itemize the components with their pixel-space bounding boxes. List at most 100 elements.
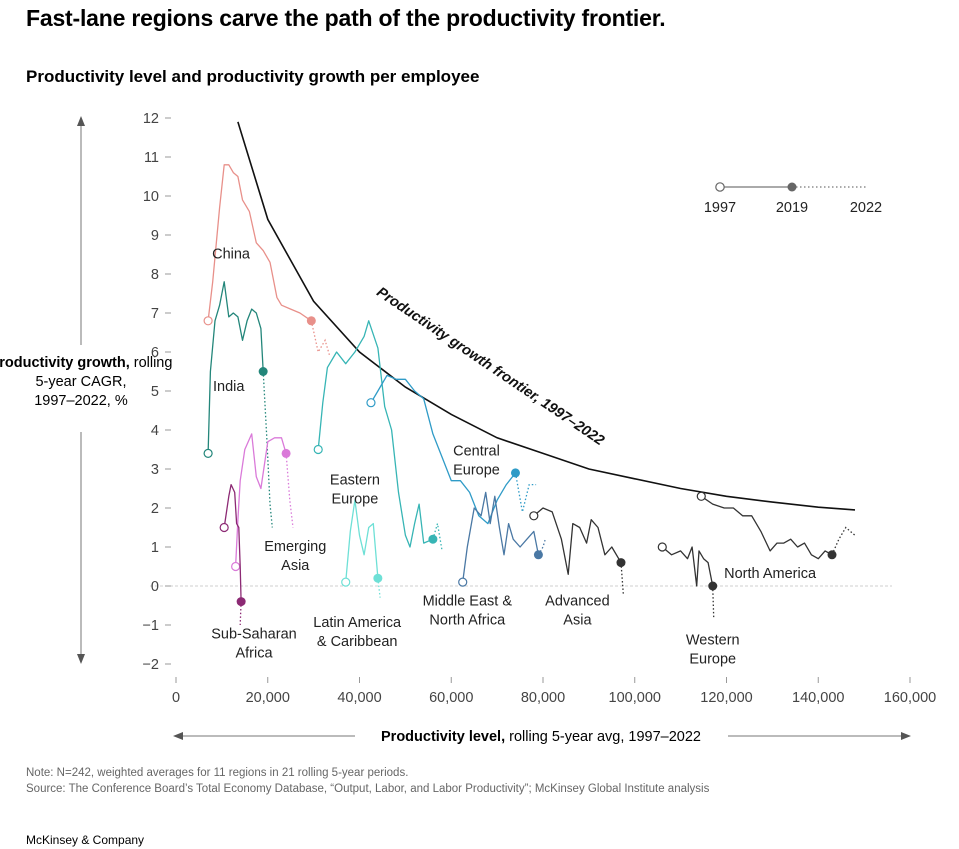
series-central-europe-2019-point bbox=[510, 468, 520, 478]
series-label-central-europe: Central bbox=[453, 443, 500, 459]
series-label-western-europe: Europe bbox=[689, 652, 736, 668]
series-western-europe-line bbox=[661, 546, 714, 587]
series-latin-america-caribbean-line bbox=[345, 499, 379, 583]
series-north-america-line bbox=[700, 495, 833, 560]
series-india-start-point bbox=[203, 448, 213, 458]
series-eastern-europe-dotted bbox=[432, 523, 443, 552]
series-label-advanced-asia: Advanced bbox=[545, 594, 610, 610]
y-tick-label: 12 bbox=[143, 111, 159, 127]
series-china-2019-point bbox=[306, 316, 316, 326]
x-axis-title: Productivity level, rolling 5-year avg, … bbox=[381, 729, 701, 745]
legend-mid-marker bbox=[787, 182, 797, 192]
series-middle-east-north-africa-start-point bbox=[458, 577, 468, 587]
series-india-2019-point bbox=[258, 367, 268, 376]
series-north-america-2019-point bbox=[827, 550, 837, 560]
series-western-europe-start-point bbox=[657, 542, 667, 552]
series-label-emerging-asia: Emerging bbox=[264, 539, 326, 555]
y-tick-label: −1 bbox=[142, 618, 159, 634]
y-tick-label: 3 bbox=[151, 462, 159, 478]
series-north-america-dotted bbox=[831, 526, 856, 556]
series-western-europe-2019-point bbox=[708, 581, 718, 591]
chart-subtitle: Productivity level and productivity grow… bbox=[26, 67, 480, 86]
x-tick-label: 140,000 bbox=[792, 690, 844, 706]
y-tick-label: −2 bbox=[142, 657, 159, 673]
series-middle-east-north-africa-line bbox=[462, 491, 540, 583]
series-central-europe-start-point bbox=[366, 398, 376, 408]
chart-title: Fast-lane regions carve the path of the … bbox=[26, 5, 666, 31]
legend-start-label: 1997 bbox=[704, 200, 736, 216]
series-sub-saharan-africa-2019-point bbox=[236, 597, 246, 607]
y-axis-title-bold: Productivity growth, bbox=[0, 355, 130, 371]
x-axis-arrow bbox=[173, 732, 911, 740]
y-axis-title-line3: 1997–2022, % bbox=[34, 393, 128, 409]
series-central-europe bbox=[366, 374, 537, 525]
series-label-emerging-asia: Asia bbox=[281, 558, 310, 574]
y-axis-title-rest: rolling bbox=[130, 355, 173, 371]
series-label-middle-east-north-africa: North Africa bbox=[429, 613, 506, 629]
series-western-europe-dotted bbox=[712, 585, 715, 618]
x-tick-label: 100,000 bbox=[609, 690, 661, 706]
series-emerging-asia-2019-point bbox=[281, 448, 291, 458]
series-sub-saharan-africa bbox=[219, 483, 246, 626]
frontier-line bbox=[237, 121, 856, 511]
series-labels: China India Emerging Asia Sub-Saharan Africa E… bbox=[211, 246, 817, 667]
series-china-dotted bbox=[310, 320, 331, 357]
series-latin-america-caribbean bbox=[341, 499, 383, 598]
series-advanced-asia-line bbox=[533, 507, 622, 575]
x-tick-label: 40,000 bbox=[337, 690, 381, 706]
series-north-america-start-point bbox=[696, 491, 706, 501]
y-tick-label: 11 bbox=[144, 150, 159, 166]
series-eastern-europe-start-point bbox=[313, 444, 323, 455]
x-tick-label: 80,000 bbox=[521, 690, 565, 706]
series-label-china: China bbox=[212, 246, 251, 262]
series-label-latin-america-caribbean: Latin America bbox=[313, 615, 402, 631]
series-advanced-asia-dotted bbox=[620, 562, 624, 594]
legend-end-label: 2022 bbox=[850, 200, 882, 216]
series-eastern-europe-2019-point bbox=[428, 534, 438, 544]
series-latin-america-caribbean-start-point bbox=[341, 577, 351, 587]
series-north-america bbox=[696, 491, 856, 560]
x-tick-label: 20,000 bbox=[246, 690, 290, 706]
note-text: Note: N=242, weighted averages for 11 re… bbox=[26, 767, 409, 779]
y-tick-label: 6 bbox=[151, 345, 159, 361]
series-china-start-point bbox=[203, 316, 213, 326]
legend-mid-label: 2019 bbox=[776, 200, 808, 216]
legend-start-marker bbox=[715, 182, 725, 192]
y-tick-label: 2 bbox=[151, 501, 159, 517]
series-advanced-asia-2019-point bbox=[616, 558, 626, 568]
series-emerging-asia-dotted bbox=[285, 453, 294, 528]
x-tick-label: 60,000 bbox=[429, 690, 473, 706]
y-tick-label: 10 bbox=[143, 189, 159, 205]
series-middle-east-north-africa-2019-point bbox=[533, 550, 543, 560]
y-tick-label: 9 bbox=[151, 228, 159, 244]
series-emerging-asia bbox=[231, 433, 294, 572]
series-advanced-asia-start-point bbox=[529, 511, 539, 521]
series-western-europe bbox=[657, 542, 718, 618]
series-india-dotted bbox=[262, 371, 273, 528]
x-tick-label: 160,000 bbox=[884, 690, 936, 706]
y-tick-label: 8 bbox=[151, 267, 159, 283]
y-axis-title-line1: Productivity growth, rolling bbox=[0, 355, 172, 371]
y-tick-label: 5 bbox=[151, 384, 159, 400]
series-sub-saharan-africa-line bbox=[223, 483, 242, 602]
x-axis-title-rest: rolling 5-year avg, 1997–2022 bbox=[505, 729, 701, 745]
source-text: Source: The Conference Board’s Total Eco… bbox=[26, 783, 710, 795]
series-emerging-asia-start-point bbox=[231, 561, 241, 572]
y-tick-label: 7 bbox=[151, 306, 159, 322]
series-india-line bbox=[207, 281, 264, 454]
brand-name: McKinsey & Company bbox=[26, 833, 145, 847]
series-central-europe-dotted bbox=[514, 472, 537, 513]
series-label-eastern-europe: Eastern bbox=[330, 473, 380, 489]
series-sub-saharan-africa-start-point bbox=[219, 522, 229, 533]
series-label-sub-saharan-africa: Sub-Saharan bbox=[211, 627, 296, 643]
y-axis-title-line2: 5-year CAGR, bbox=[35, 374, 126, 390]
series-emerging-asia-line bbox=[234, 433, 287, 567]
series-label-sub-saharan-africa: Africa bbox=[235, 646, 273, 662]
series-label-north-america: North America bbox=[724, 566, 817, 582]
x-axis-title-bold: Productivity level, bbox=[381, 729, 505, 745]
series-eastern-europe-line bbox=[317, 320, 434, 548]
series-middle-east-north-africa bbox=[458, 491, 546, 587]
x-tick-label: 120,000 bbox=[700, 690, 752, 706]
series-eastern-europe bbox=[313, 320, 443, 552]
